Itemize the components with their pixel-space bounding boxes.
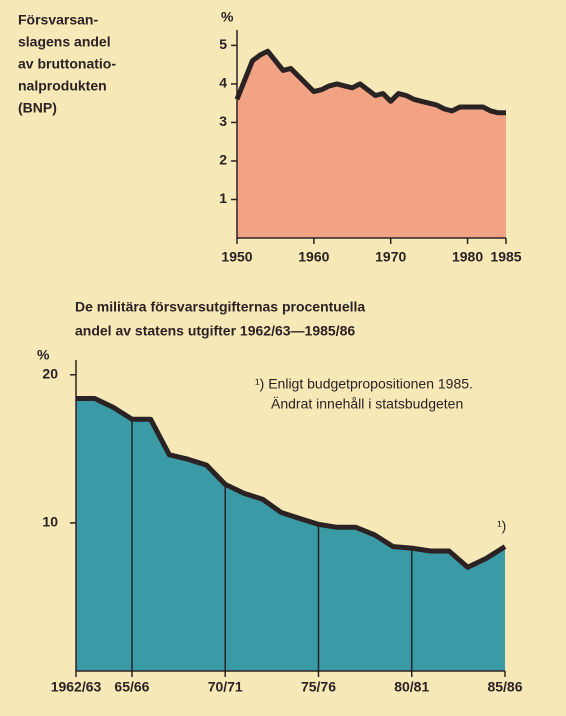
footnote: ¹) Enligt budgetpropositionen 1985. — [255, 376, 473, 392]
area-fill — [237, 51, 506, 239]
footnote: Ändrat innehåll i statsbudgeten — [271, 396, 463, 412]
y-tick-label: 20 — [42, 366, 58, 382]
x-tick-label: 1970 — [375, 249, 406, 265]
x-tick-label: 1980 — [452, 249, 483, 265]
x-tick-label: 1962/63 — [51, 679, 102, 695]
x-tick-label: 70/71 — [208, 679, 243, 695]
chart-title: (BNP) — [18, 100, 57, 116]
y-tick-label: 5 — [219, 36, 227, 52]
area-line — [76, 396, 507, 570]
chart-title: nalprodukten — [18, 78, 107, 94]
x-tick-label: 1985 — [490, 249, 521, 265]
area-line — [234, 48, 506, 116]
x-tick-label: 1960 — [298, 249, 329, 265]
chart-title: av bruttonatio- — [18, 56, 116, 72]
y-tick-label: 10 — [42, 514, 58, 530]
x-tick-label: 1950 — [221, 249, 252, 265]
chart-title: De militära försvarsutgifternas procentu… — [75, 299, 365, 315]
y-tick-label: 3 — [219, 113, 227, 129]
chart-title: slagens andel — [18, 34, 111, 50]
y-tick-label: 4 — [219, 75, 227, 91]
area-fill — [76, 398, 505, 671]
x-tick-label: 80/81 — [394, 679, 429, 695]
x-tick-label: 85/86 — [487, 679, 522, 695]
y-axis-label: % — [37, 347, 50, 363]
x-tick-label: 75/76 — [301, 679, 336, 695]
chart-title: andel av statens utgifter 1962/63—1985/8… — [75, 323, 355, 339]
y-axis-label: % — [221, 9, 234, 25]
y-tick-label: 1 — [219, 190, 227, 206]
x-tick-label: 65/66 — [114, 679, 149, 695]
y-tick-label: 2 — [219, 152, 227, 168]
chart-title: Försvarsan- — [18, 12, 98, 28]
annotation: ¹) — [497, 517, 506, 533]
